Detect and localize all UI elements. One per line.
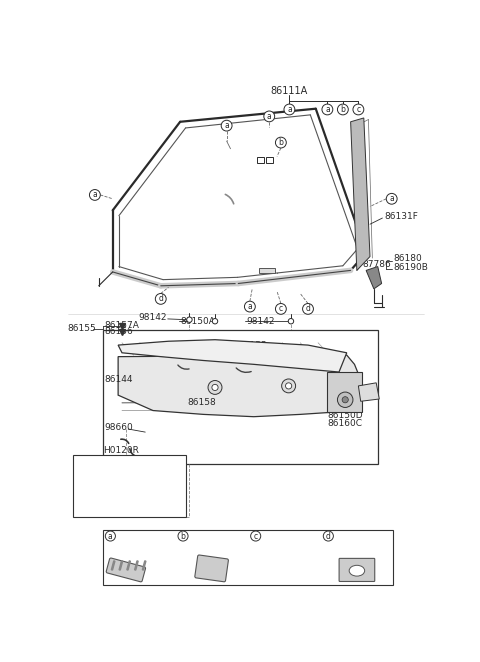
Circle shape — [322, 104, 333, 115]
FancyBboxPatch shape — [339, 558, 375, 581]
Text: a: a — [287, 105, 292, 114]
Text: a: a — [248, 302, 252, 311]
Text: 98142: 98142 — [246, 316, 275, 326]
Text: b: b — [340, 105, 345, 114]
Text: 86157A: 86157A — [104, 320, 139, 330]
Circle shape — [337, 392, 353, 407]
Text: H0800R: H0800R — [114, 477, 150, 486]
Circle shape — [264, 111, 275, 122]
Bar — [73, 455, 186, 517]
Ellipse shape — [349, 565, 365, 576]
Text: 86131F: 86131F — [384, 212, 418, 221]
Circle shape — [342, 397, 348, 403]
Text: 86115B: 86115B — [264, 532, 298, 541]
Text: d: d — [306, 305, 311, 313]
Circle shape — [221, 120, 232, 131]
Polygon shape — [118, 340, 347, 372]
Text: 86153: 86153 — [238, 340, 267, 350]
Text: d: d — [326, 532, 331, 541]
Bar — [259, 268, 275, 273]
Bar — [257, 157, 264, 163]
Circle shape — [212, 385, 218, 391]
Circle shape — [251, 531, 261, 541]
Text: 86155: 86155 — [68, 324, 96, 334]
Circle shape — [302, 303, 313, 314]
Polygon shape — [359, 383, 379, 401]
Text: 86158: 86158 — [188, 399, 216, 407]
Circle shape — [337, 104, 348, 115]
Bar — [103, 330, 378, 465]
Text: 86190B: 86190B — [393, 263, 428, 272]
Circle shape — [156, 293, 166, 305]
Text: H0440R: H0440R — [89, 457, 125, 466]
Text: 98664: 98664 — [99, 469, 127, 478]
Circle shape — [353, 104, 364, 115]
Text: 98660: 98660 — [104, 423, 133, 432]
Text: a: a — [224, 121, 229, 130]
Polygon shape — [366, 267, 382, 289]
Text: c: c — [356, 105, 360, 114]
FancyArrow shape — [127, 561, 131, 570]
Circle shape — [284, 104, 295, 115]
Polygon shape — [350, 118, 370, 270]
Text: 86111A: 86111A — [271, 86, 308, 96]
FancyArrow shape — [134, 561, 138, 570]
Text: 86115: 86115 — [191, 532, 219, 541]
Circle shape — [208, 381, 222, 395]
Circle shape — [286, 383, 292, 389]
FancyArrow shape — [119, 561, 123, 570]
Text: 86180: 86180 — [393, 254, 422, 263]
Text: 86124D: 86124D — [118, 532, 154, 541]
Text: a: a — [267, 112, 272, 121]
FancyBboxPatch shape — [195, 555, 228, 582]
Circle shape — [89, 189, 100, 201]
Circle shape — [276, 137, 286, 148]
Circle shape — [105, 531, 115, 541]
Text: d: d — [158, 295, 163, 303]
Text: 86150D: 86150D — [327, 411, 363, 420]
Circle shape — [324, 531, 334, 541]
Text: b: b — [180, 532, 185, 541]
Circle shape — [282, 379, 296, 393]
FancyArrow shape — [111, 561, 115, 570]
Text: b: b — [278, 138, 283, 147]
Text: 86123A: 86123A — [336, 532, 371, 541]
Text: 98142: 98142 — [138, 313, 167, 322]
Bar — [327, 372, 362, 412]
Text: a: a — [108, 532, 113, 541]
Polygon shape — [118, 355, 362, 416]
Circle shape — [276, 303, 286, 314]
Circle shape — [244, 301, 255, 312]
Bar — [266, 157, 273, 163]
Circle shape — [178, 531, 188, 541]
Text: 86150A: 86150A — [180, 316, 215, 326]
Text: c: c — [253, 532, 258, 541]
Circle shape — [288, 318, 294, 324]
Bar — [103, 530, 393, 585]
Text: 86160C: 86160C — [327, 419, 362, 428]
Text: c: c — [279, 305, 283, 313]
FancyArrow shape — [143, 561, 146, 570]
Text: H0120R: H0120R — [103, 446, 139, 455]
Circle shape — [386, 193, 397, 204]
Text: a: a — [325, 105, 330, 114]
Circle shape — [187, 317, 192, 322]
FancyBboxPatch shape — [106, 558, 145, 582]
Text: a: a — [389, 194, 394, 203]
Circle shape — [212, 318, 218, 324]
Text: a: a — [93, 191, 97, 199]
Text: 86144: 86144 — [104, 375, 132, 384]
Text: 86156: 86156 — [104, 328, 133, 336]
Text: 87786: 87786 — [362, 260, 391, 269]
